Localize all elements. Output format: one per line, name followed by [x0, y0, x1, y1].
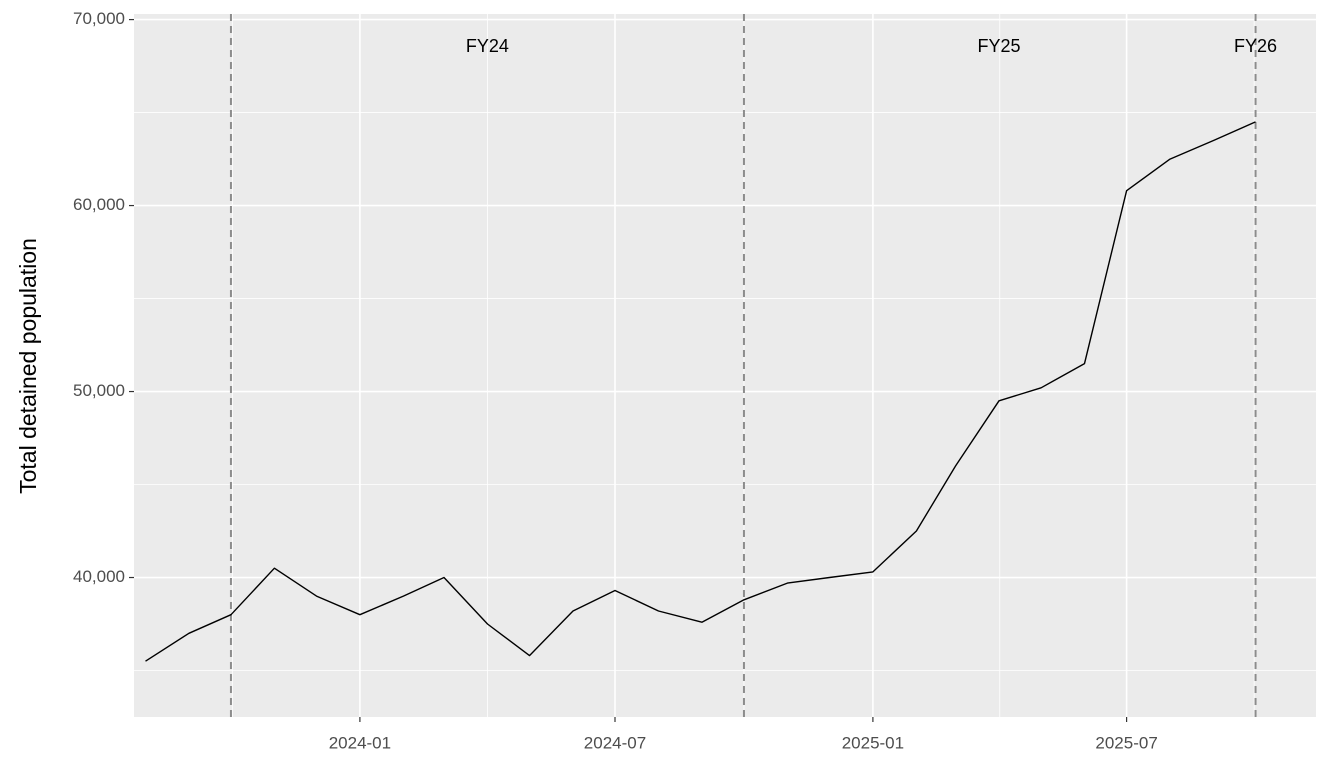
- annotation: FY26: [1234, 36, 1277, 56]
- y-axis-title: Total detained population: [15, 238, 41, 494]
- x-tick-label: 2025-07: [1095, 733, 1157, 752]
- y-tick-label: 50,000: [73, 381, 125, 400]
- annotation: FY25: [978, 36, 1021, 56]
- x-tick-label: 2024-01: [329, 733, 391, 752]
- annotation: FY24: [466, 36, 509, 56]
- x-tick-label: 2024-07: [584, 733, 646, 752]
- y-tick-label: 70,000: [73, 9, 125, 28]
- x-tick-label: 2025-01: [842, 733, 904, 752]
- y-tick-label: 40,000: [73, 567, 125, 586]
- data-line: [145, 121, 1256, 662]
- y-tick-label: 60,000: [73, 195, 125, 214]
- panel: [134, 14, 1316, 717]
